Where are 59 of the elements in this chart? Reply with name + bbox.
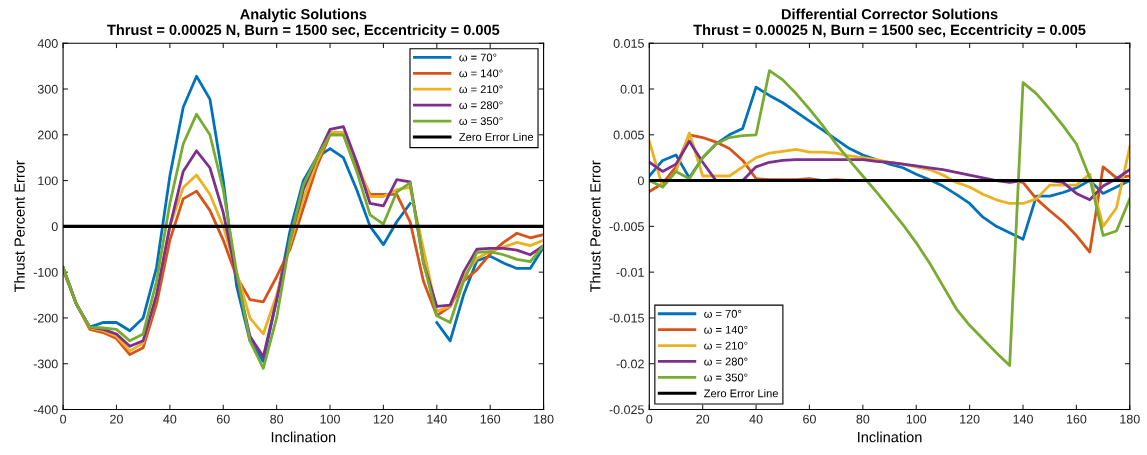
- legend-label: ω = 70°: [459, 53, 497, 62]
- x-tick-label: 140: [427, 414, 447, 424]
- legend-label: ω = 280°: [704, 357, 748, 366]
- legend-label: ω = 350°: [704, 373, 748, 382]
- x-axis-title: Inclination: [271, 431, 336, 443]
- y-tick-label: 0.015: [613, 39, 644, 48]
- x-tick-label: 180: [534, 414, 554, 424]
- x-tick-label: 60: [803, 414, 816, 424]
- y-tick-label: 400: [37, 39, 58, 48]
- y-tick-label: -400: [33, 405, 58, 415]
- x-tick-label: 120: [960, 414, 980, 424]
- legend-label: ω = 140°: [459, 69, 503, 78]
- y-tick-label: -0.01: [616, 267, 644, 277]
- x-tick-label: 80: [270, 414, 284, 424]
- y-tick-label: -0.015: [609, 313, 644, 323]
- chart-subtitle: Thrust = 0.00025 N, Burn = 1500 sec, Eccentricity = 0.005: [107, 24, 500, 38]
- legend-label: ω = 350°: [459, 117, 503, 126]
- legend-label: ω = 140°: [704, 325, 748, 334]
- line-series: [649, 69, 1130, 367]
- x-tick-label: 80: [856, 414, 870, 424]
- legend-label: Zero Error Line: [459, 132, 534, 141]
- y-tick-label: -100: [33, 267, 58, 277]
- y-tick-label: -0.025: [609, 405, 644, 415]
- y-tick-label: -200: [33, 313, 58, 323]
- y-axis-title: Thrust Percent Error: [14, 160, 25, 293]
- x-tick-label: 140: [1013, 414, 1033, 424]
- x-tick-label: 40: [749, 414, 763, 424]
- y-tick-label: 0.005: [613, 130, 644, 140]
- x-tick-label: 160: [1066, 414, 1087, 424]
- legend-label: ω = 280°: [459, 101, 503, 110]
- x-tick-label: 20: [696, 414, 710, 424]
- y-tick-label: 300: [37, 84, 58, 94]
- chart-title: Analytic Solutions: [240, 8, 367, 23]
- legend-label: ω = 210°: [704, 341, 748, 350]
- y-tick-label: 200: [38, 130, 58, 140]
- y-tick-label: 0: [637, 176, 644, 186]
- x-tick-label: 20: [110, 414, 123, 424]
- x-tick-label: 100: [906, 414, 927, 424]
- x-tick-label: 160: [480, 414, 501, 424]
- x-tick-label: 100: [320, 414, 340, 424]
- legend-label: ω = 70°: [704, 309, 742, 318]
- x-tick-label: 40: [163, 414, 177, 424]
- x-tick-label: 120: [373, 414, 394, 424]
- y-tick-label: 0: [51, 222, 58, 232]
- chart-subtitle: Thrust = 0.00025 N, Burn = 1500 sec, Eccentricity = 0.005: [693, 24, 1086, 38]
- x-tick-label: 180: [1120, 414, 1140, 424]
- y-tick-label: -0.005: [609, 222, 644, 232]
- legend-label: Zero Error Line: [704, 389, 778, 398]
- chart-title: Differential Corrector Solutions: [781, 8, 998, 20]
- y-tick-label: -300: [33, 359, 58, 369]
- x-tick-label: 0: [646, 414, 653, 424]
- x-tick-label: 0: [60, 414, 67, 424]
- x-axis-title: Inclination: [858, 431, 922, 443]
- legend-label: ω = 210°: [459, 85, 503, 94]
- y-tick-label: 0.01: [620, 84, 644, 94]
- y-tick-label: -0.02: [616, 359, 644, 369]
- x-tick-label: 60: [216, 414, 230, 424]
- y-axis-title: Thrust Percent Error: [589, 160, 601, 293]
- y-tick-label: 100: [38, 176, 58, 186]
